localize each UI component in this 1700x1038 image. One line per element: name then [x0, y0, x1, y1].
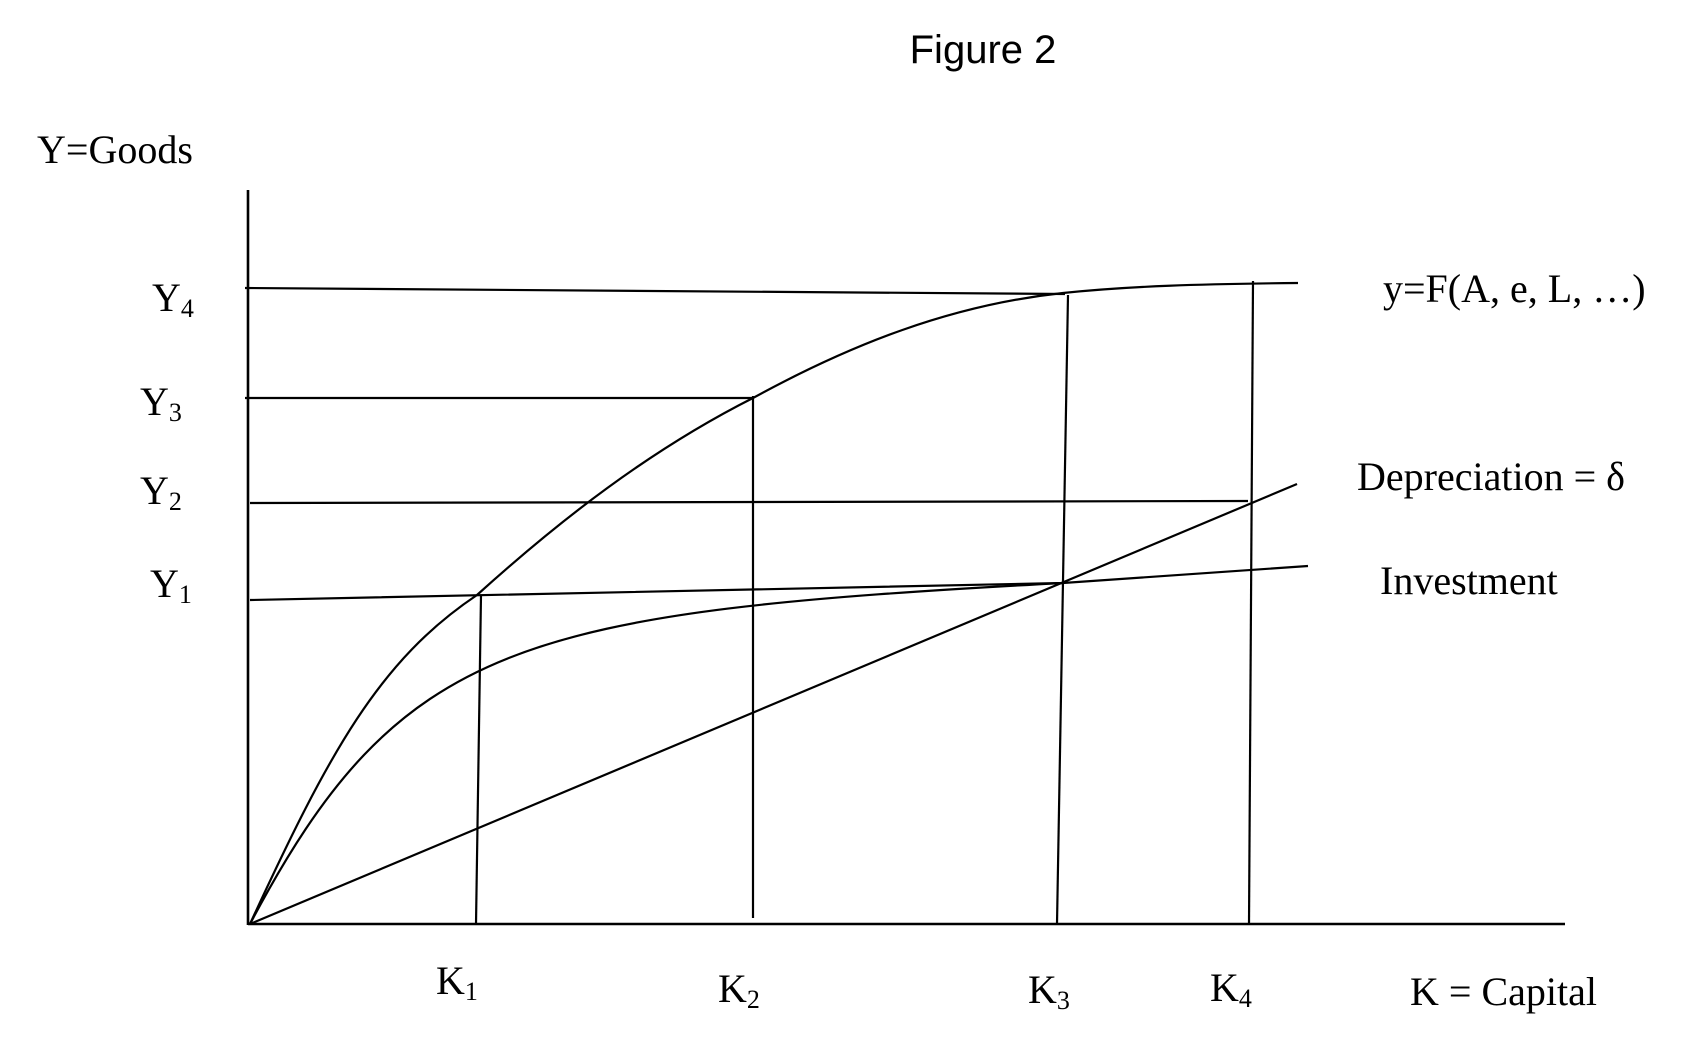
y1-label: Y1	[150, 561, 192, 609]
k3-level-line	[1055, 294, 1070, 925]
investment-curve	[249, 581, 1064, 925]
k1-level-line	[474, 594, 483, 925]
k4-label: K4	[1210, 965, 1252, 1013]
production-curve	[249, 281, 1299, 925]
investment-label: Investment	[1380, 558, 1558, 603]
y3-label: Y3	[140, 379, 182, 427]
k1-label: K1	[436, 958, 478, 1006]
depreciation-label: Depreciation = δ	[1357, 454, 1625, 499]
k2-label: K2	[718, 966, 760, 1014]
figure-title: Figure 2	[910, 28, 1057, 72]
k4-level-line	[1247, 280, 1255, 925]
y2-label: Y2	[140, 468, 182, 516]
depreciation-line	[249, 482, 1298, 926]
x-axis-label: K = Capital	[1410, 969, 1597, 1014]
y-axis-label: Y=Goods	[37, 127, 193, 172]
investment-line	[249, 564, 1309, 602]
k3-label: K3	[1028, 967, 1070, 1015]
production-curve-label: y=F(A, e, L, …)	[1383, 266, 1646, 311]
y2-level-line	[249, 499, 1249, 505]
y4-label: Y4	[152, 275, 194, 323]
y4-level-line	[244, 286, 1066, 296]
